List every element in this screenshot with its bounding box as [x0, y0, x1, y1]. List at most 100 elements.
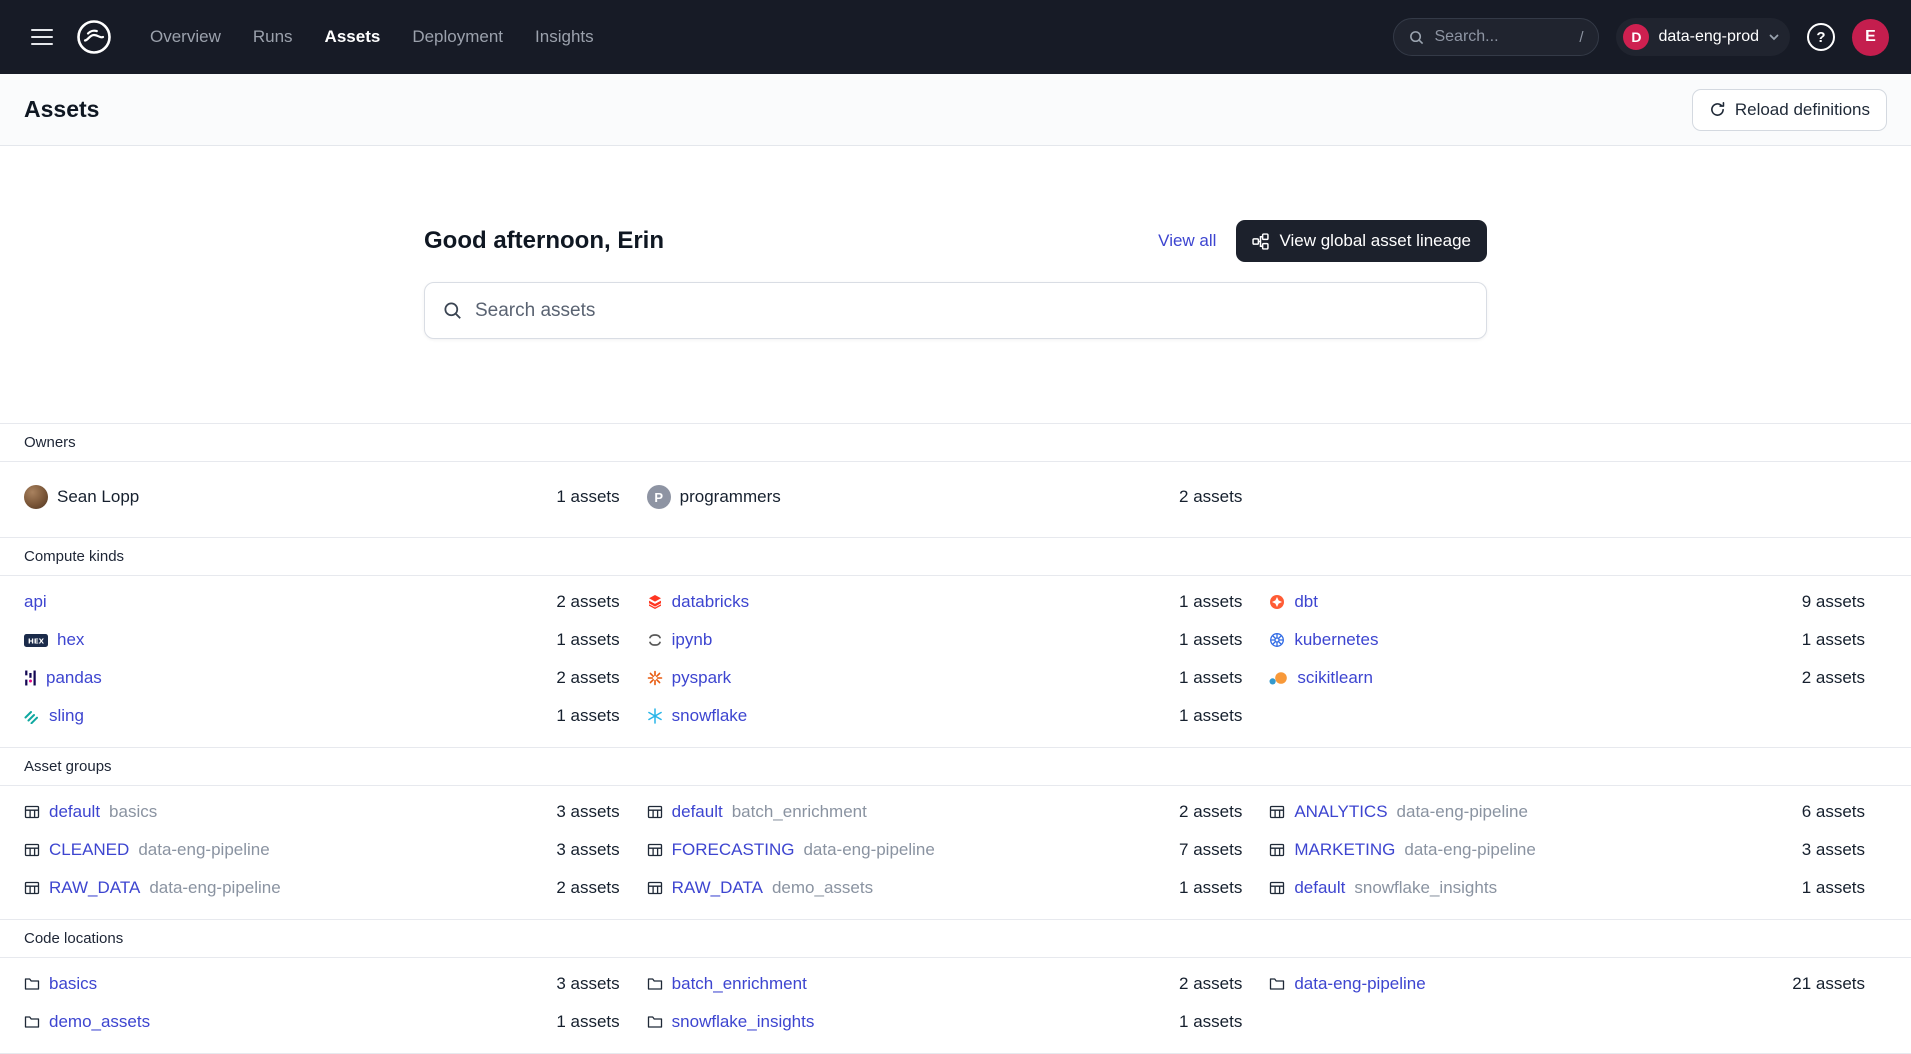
compute-kind-link[interactable]: snowflake [647, 706, 748, 726]
nav-item-assets[interactable]: Assets [324, 27, 381, 46]
asset-group-link[interactable]: ANALYTICS data-eng-pipeline [1269, 802, 1528, 822]
grid-icon [24, 804, 40, 820]
compute-kind-row: kubernetes 1 assets [1269, 621, 1865, 659]
pyspark-icon [647, 670, 663, 686]
help-button[interactable]: ? [1807, 23, 1835, 51]
view-global-asset-lineage-button[interactable]: View global asset lineage [1236, 220, 1487, 262]
compute-kind-row: api 2 assets [24, 583, 620, 621]
menu-button[interactable] [22, 17, 62, 57]
code-location-row: snowflake_insights 1 assets [647, 1003, 1242, 1041]
asset-count: 1 assets [1179, 878, 1243, 897]
grid-icon [647, 804, 663, 820]
lineage-icon [1252, 232, 1270, 250]
compute-kind-link[interactable]: HEX hex [24, 630, 84, 650]
badge-p-icon: P [646, 485, 671, 509]
sling-icon [24, 708, 40, 724]
code-location-link[interactable]: data-eng-pipeline [1269, 974, 1426, 994]
reload-definitions-label: Reload definitions [1734, 99, 1870, 119]
asset-group-label: RAW_DATA [671, 878, 763, 897]
asset-group-secondary-label: data-eng-pipeline [149, 878, 281, 897]
compute-kind-row: ipynb 1 assets [647, 621, 1243, 659]
code-location-link[interactable]: snowflake_insights [647, 1012, 815, 1032]
asset-count: 2 assets [556, 878, 620, 897]
asset-group-link[interactable]: RAW_DATA data-eng-pipeline [24, 878, 281, 898]
grid-icon [1269, 880, 1285, 896]
nav-item-insights[interactable]: Insights [535, 27, 594, 46]
code-location-row: data-eng-pipeline 21 assets [1269, 965, 1865, 1003]
compute-kind-link[interactable]: pyspark [647, 668, 731, 688]
asset-count: 1 assets [1179, 706, 1243, 725]
compute-kind-link[interactable]: api [24, 592, 47, 612]
compute-kind-link[interactable]: databricks [647, 592, 749, 612]
asset-group-link[interactable]: CLEANED data-eng-pipeline [24, 840, 270, 860]
asset-count: 2 assets [556, 668, 620, 687]
code-location-label: batch_enrichment [671, 974, 807, 993]
user-avatar[interactable]: E [1852, 18, 1889, 56]
asset-count: 1 assets [1179, 630, 1243, 649]
dbt-icon [1269, 594, 1285, 610]
compute-kind-label: databricks [671, 592, 750, 611]
page-header: Assets Reload definitions [0, 74, 1911, 146]
asset-group-link[interactable]: default basics [24, 802, 157, 822]
refresh-icon [1709, 101, 1726, 118]
asset-group-label: default [1294, 878, 1346, 897]
code-location-link[interactable]: batch_enrichment [647, 974, 807, 994]
pandas-icon [24, 670, 37, 686]
grid-icon [24, 842, 40, 858]
nav-item-overview[interactable]: Overview [150, 27, 221, 46]
compute-kind-link[interactable]: kubernetes [1269, 630, 1378, 650]
section-header-asset-group: Asset groups [0, 747, 1911, 786]
asset-search-input[interactable] [475, 299, 1468, 322]
owner-label: programmers [679, 487, 781, 506]
compute-kind-label: hex [57, 630, 85, 649]
asset-group-label: MARKETING [1294, 840, 1396, 859]
compute-kind-link[interactable]: scikitlearn [1269, 668, 1373, 688]
hero: Good afternoon, Erin View all View globa… [424, 220, 1487, 339]
section-header-owner: Owners [0, 423, 1911, 462]
compute-kind-row: snowflake 1 assets [647, 697, 1243, 735]
nav-item-deployment[interactable]: Deployment [412, 27, 504, 46]
compute-kind-label: dbt [1294, 592, 1318, 611]
compute-kind-link[interactable]: pandas [24, 668, 102, 688]
scikitlearn-icon [1269, 671, 1288, 685]
asset-count: 1 assets [1801, 630, 1865, 649]
compute-kind-label: scikitlearn [1297, 668, 1373, 687]
grid-icon [647, 842, 663, 858]
top-nav: Overview Runs Assets Deployment Insights Sea… [0, 0, 1911, 74]
asset-count: 1 assets [556, 630, 620, 649]
asset-count: 2 assets [1179, 974, 1243, 993]
asset-count: 3 assets [556, 840, 620, 859]
asset-count: 1 assets [556, 706, 620, 725]
hex-icon: HEX [24, 633, 48, 647]
compute-kind-link[interactable]: dbt [1269, 592, 1318, 612]
asset-group-link[interactable]: MARKETING data-eng-pipeline [1269, 840, 1536, 860]
compute-kind-link[interactable]: ipynb [647, 630, 712, 650]
asset-group-link[interactable]: default snowflake_insights [1269, 878, 1497, 898]
search-icon [443, 301, 462, 320]
compute-kind-row: scikitlearn 2 assets [1269, 659, 1865, 697]
asset-group-link[interactable]: RAW_DATA demo_assets [647, 878, 873, 898]
asset-group-link[interactable]: FORECASTING data-eng-pipeline [647, 840, 935, 860]
nav-search[interactable]: Search... / [1393, 18, 1600, 56]
code-location-link[interactable]: basics [24, 974, 97, 994]
compute-kind-label: snowflake [671, 706, 748, 725]
nav-item-runs[interactable]: Runs [252, 27, 293, 46]
asset-group-link[interactable]: default batch_enrichment [647, 802, 867, 822]
code-location-link[interactable]: demo_assets [24, 1012, 150, 1032]
empty-cell [1269, 469, 1865, 525]
compute-kind-label: api [24, 592, 47, 611]
view-all-link[interactable]: View all [1158, 231, 1217, 250]
code-location-label: snowflake_insights [671, 1012, 815, 1031]
asset-count: 2 assets [1801, 668, 1865, 687]
reload-definitions-button[interactable]: Reload definitions [1691, 88, 1887, 131]
asset-group-label: ANALYTICS [1294, 802, 1388, 821]
compute-kind-link[interactable]: sling [24, 706, 84, 726]
section-grid-code-location: basics 3 assets batch_enrichment 2 assets da… [0, 958, 1911, 1053]
code-location-row: basics 3 assets [24, 965, 620, 1003]
snowflake-icon [647, 708, 663, 724]
deployment-switcher[interactable]: D data-eng-prod [1616, 18, 1790, 56]
asset-group-row: default batch_enrichment 2 assets [647, 793, 1242, 831]
owner-link[interactable]: Sean Lopp [24, 485, 139, 509]
